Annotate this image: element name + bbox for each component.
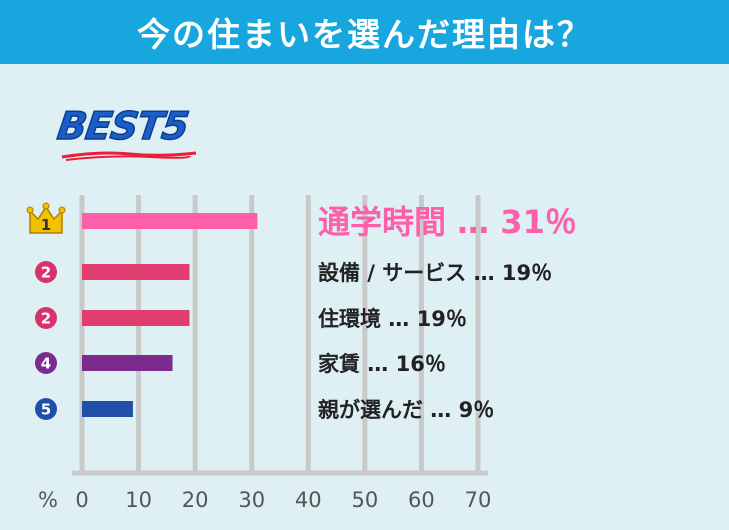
bar xyxy=(82,310,190,326)
category-name: 家賃 xyxy=(318,352,360,376)
category-name: 設備 / サービス xyxy=(318,261,466,285)
category-name: 親が選んだ xyxy=(318,398,423,422)
value-label: 31％ xyxy=(500,203,577,241)
value-label: 9％ xyxy=(459,398,495,422)
category-label: 設備 / サービス … 19％ xyxy=(318,261,552,285)
bar xyxy=(82,355,173,371)
crown-jewel xyxy=(42,202,50,210)
x-unit-label: % xyxy=(38,488,58,512)
value-label: 19％ xyxy=(417,307,467,331)
header-bar: 今の住まいを選んだ理由は？ xyxy=(0,0,729,64)
x-tick-label: 50 xyxy=(351,488,378,512)
rank-number: 2 xyxy=(41,264,51,282)
bar xyxy=(82,213,258,229)
rank-badge-icon xyxy=(35,352,57,374)
rank-number: 4 xyxy=(41,355,51,373)
best5-underline-decoration xyxy=(61,151,197,161)
rank-number: 2 xyxy=(41,310,51,328)
crown-jewel xyxy=(58,206,66,214)
x-tick-label: 0 xyxy=(75,488,88,512)
category-label: 家賃 … 16％ xyxy=(318,352,446,376)
separator: … xyxy=(466,261,502,285)
category-label: 通学時間 … 31％ xyxy=(318,203,577,241)
x-tick-label: 10 xyxy=(125,488,152,512)
category-label: 住環境 … 19％ xyxy=(318,307,467,331)
x-tick-label: 60 xyxy=(408,488,435,512)
rank-badge-icon xyxy=(35,261,57,283)
x-tick-label: 30 xyxy=(238,488,265,512)
page-title: 今の住まいを選んだ理由は？ xyxy=(137,15,592,54)
x-tick-label: 40 xyxy=(295,488,322,512)
value-label: 16％ xyxy=(396,352,446,376)
separator: … xyxy=(381,307,417,331)
category-label: 親が選んだ … 9％ xyxy=(318,398,494,422)
rank-badge-icon xyxy=(35,398,57,420)
rank-number: 5 xyxy=(41,401,51,419)
x-tick-label: 20 xyxy=(182,488,209,512)
rank-badge-icon xyxy=(35,307,57,329)
value-label: 19％ xyxy=(502,261,552,285)
category-name: 通学時間 xyxy=(318,203,446,241)
separator: … xyxy=(446,203,500,241)
category-name: 住環境 xyxy=(318,307,381,331)
separator: … xyxy=(360,352,396,376)
crown-jewel xyxy=(26,206,34,214)
bar xyxy=(82,401,133,417)
rank-number: 1 xyxy=(41,216,51,234)
separator: … xyxy=(423,398,459,422)
bar xyxy=(82,264,190,280)
x-tick-label: 70 xyxy=(465,488,492,512)
